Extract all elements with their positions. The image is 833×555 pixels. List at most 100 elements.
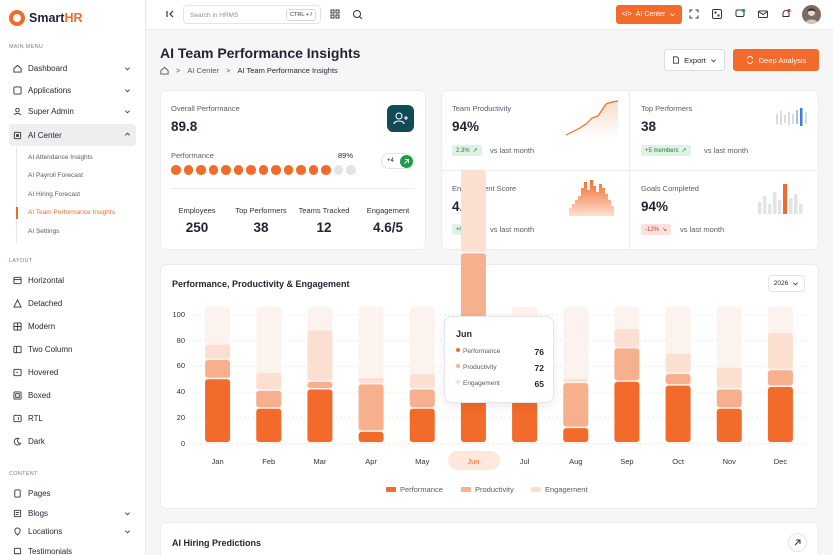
bar-productivity-nov[interactable] [716,389,742,408]
deep-analysis-button[interactable]: Deep Analysis [733,49,819,71]
bar-productivity-jan[interactable] [205,359,231,378]
sidebar-item-boxed[interactable]: Boxed [9,386,136,405]
stat-label: Top Performers [235,206,287,215]
add-user-button[interactable] [387,105,414,132]
sidebar-item-rtl[interactable]: RTL [9,409,136,428]
bar-engagement-jun[interactable] [460,169,486,252]
ai-center-button[interactable]: </> AI Center [616,5,682,24]
sidebar-item-two-column[interactable]: Two Column [9,340,136,359]
bar-performance-sep[interactable] [614,381,640,442]
y-tick-label: 0 [180,438,185,448]
sidebar-item-label: Two Column [28,345,73,354]
sidebar-item-testimonials[interactable]: Testimonials [9,542,136,555]
tooltip-row-engagement: Engagement 65 [456,379,544,389]
bar-performance-jan[interactable] [205,379,231,442]
bar-engagement-apr[interactable] [358,377,384,383]
x-tick-label: Sep [620,457,634,466]
kpi-goals-completed-badge: -12% ↘ [641,224,672,235]
sidebar-item-pages[interactable]: Pages [9,484,136,503]
sidebar-item-applications[interactable]: Applications [9,81,136,100]
legend-engagement[interactable]: Engagement [531,485,588,494]
bar-performance-oct[interactable] [665,385,691,442]
submenu-ai-hiring-forecast[interactable]: AI Hiring Forecast [28,191,81,198]
bar-productivity-aug[interactable] [563,383,589,427]
bar-engagement-oct[interactable] [665,353,691,373]
bar-performance-feb[interactable] [256,408,282,442]
bar-performance-mar[interactable] [307,389,333,442]
bar-performance-apr[interactable] [358,431,384,442]
bell-icon[interactable] [780,8,792,20]
refresh-icon [746,56,753,64]
y-tick-label: 100 [172,310,185,319]
sidebar-item-dashboard[interactable]: Dashboard [9,59,136,78]
sidebar-item-locations[interactable]: Locations [9,522,136,541]
bar-engagement-mar[interactable] [307,330,333,381]
tooltip-row-performance: Performance 76 [456,347,544,357]
fullscreen-icon[interactable] [688,8,700,20]
bar-engagement-aug[interactable] [563,379,589,382]
layout-horizontal-icon [13,276,22,285]
sidebar-item-hovered[interactable]: Hovered [9,363,136,382]
bar-performance-aug[interactable] [563,428,589,442]
bar-productivity-sep[interactable] [614,348,640,381]
bar-productivity-oct[interactable] [665,374,691,385]
brand-logo[interactable]: SmartHR [9,10,83,26]
chat-icon[interactable] [734,8,746,20]
breadcrumb-ai-center[interactable]: AI Center [187,66,220,75]
sidebar-item-dark[interactable]: Dark [9,432,136,451]
plus-four-badge[interactable]: +4 [381,153,415,169]
legend-productivity[interactable]: Productivity [461,485,514,494]
submenu-ai-attendance-insights[interactable]: AI Attendance Insights [28,154,93,161]
sidebar-item-label: Dashboard [28,64,68,73]
engagement-sparkbars [569,180,614,216]
sidebar-item-super-admin[interactable]: Super Admin [9,102,136,121]
bar-engagement-may[interactable] [409,374,435,389]
submenu-ai-payroll-forecast[interactable]: AI Payroll Forecast [28,172,83,179]
x-tick-label: Jun [467,457,480,466]
avatar[interactable] [802,5,821,24]
search-input[interactable]: Search in HRMS CTRL + / [183,5,321,24]
bar-engagement-dec[interactable] [767,332,793,369]
submenu-ai-team-performance-insights[interactable]: AI Team Performance Insights [28,209,115,216]
collapse-sidebar-icon[interactable] [164,8,176,20]
chevron-down-icon [670,13,676,17]
sidebar-item-blogs[interactable]: Blogs [9,504,136,523]
year-select[interactable]: 2026 [768,275,805,292]
world-search-icon[interactable] [351,8,363,20]
bar-productivity-dec[interactable] [767,370,793,386]
sidebar-item-detached[interactable]: Detached [9,294,136,313]
sidebar-item-modern[interactable]: Modern [9,317,136,336]
x-tick-label: Aug [569,457,583,466]
bar-productivity-may[interactable] [409,389,435,408]
expand-button[interactable] [788,533,807,552]
bar-productivity-feb[interactable] [256,390,282,408]
sidebar-item-ai-center[interactable]: AI Center [9,124,136,146]
stat-employees: Employees 250 [168,206,226,235]
bar-performance-dec[interactable] [767,386,793,442]
submenu-ai-settings[interactable]: AI Settings [28,228,60,235]
sidebar-item-label: RTL [28,414,43,423]
kpi-vs-text: vs last month [704,146,749,155]
home-icon[interactable] [160,66,169,75]
export-button[interactable]: Export [664,49,725,71]
bar-engagement-sep[interactable] [614,329,640,347]
breadcrumb-separator: > [226,66,231,75]
mail-icon[interactable] [757,8,769,20]
breadcrumb: > AI Center > AI Team Performance Insigh… [160,66,338,75]
performance-label: Performance [171,151,214,160]
bar-performance-nov[interactable] [716,408,742,442]
legend-performance[interactable]: Performance [386,485,443,494]
bar-engagement-nov[interactable] [716,367,742,389]
sidebar-item-label: Applications [28,86,72,95]
apps-grid-icon[interactable] [711,8,723,20]
bar-productivity-apr[interactable] [358,384,384,431]
bar-engagement-jan[interactable] [205,344,231,359]
y-tick-label: 60 [176,361,185,371]
bar-productivity-mar[interactable] [307,381,333,389]
sidebar-item-horizontal[interactable]: Horizontal [9,271,136,290]
bar-engagement-feb[interactable] [256,372,282,390]
bar-performance-may[interactable] [409,408,435,442]
grid-icon[interactable] [329,8,341,20]
layout-hovered-icon [13,368,22,377]
